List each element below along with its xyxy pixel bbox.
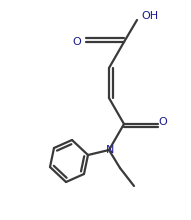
Text: N: N bbox=[106, 145, 114, 155]
Text: O: O bbox=[73, 37, 81, 47]
Text: O: O bbox=[159, 117, 167, 127]
Text: OH: OH bbox=[141, 11, 158, 21]
